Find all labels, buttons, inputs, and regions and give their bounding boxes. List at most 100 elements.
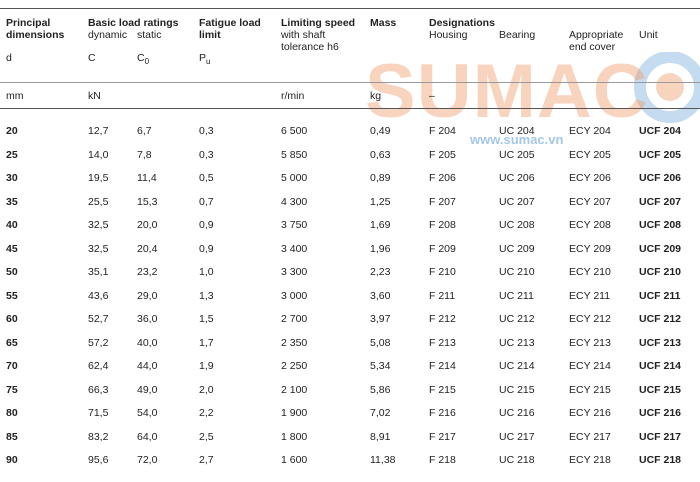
cell-end-cover: ECY 214: [569, 360, 611, 372]
cell-static-c0: 15,3: [137, 195, 158, 208]
cell-fatigue-pu: 1,7: [199, 336, 214, 349]
cell-unit: UCF 213: [639, 336, 682, 349]
cell-end-cover: ECY 216: [569, 407, 611, 419]
cell-mass: 3,60: [370, 289, 391, 302]
cell-unit: UCF 207: [639, 195, 682, 208]
cell-dynamic-c: 83,2: [88, 430, 109, 443]
cell-fatigue-pu: 0,9: [199, 242, 214, 255]
unit-kn: kN: [88, 90, 101, 102]
cell-unit: UCF 214: [639, 360, 682, 372]
cell-unit: UCF 206: [639, 172, 682, 184]
cell-unit: UCF 215: [639, 383, 682, 396]
cell-fatigue-pu: 1,9: [199, 360, 214, 372]
header-fatigue-line2: limit: [199, 29, 221, 41]
cell-bearing: UC 217: [499, 430, 535, 443]
header-limiting-speed: Limiting speed: [281, 17, 356, 29]
header-mass: Mass: [370, 17, 397, 29]
pu-base: P: [199, 52, 207, 64]
cell-fatigue-pu: 1,3: [199, 289, 214, 302]
cell-static-c0: 72,0: [137, 454, 158, 466]
cell-bearing: UC 211: [499, 289, 534, 302]
cell-limiting-speed: 3 750: [281, 219, 308, 231]
cell-housing: F 218: [429, 454, 456, 466]
cell-limiting-speed: 5 850: [281, 148, 308, 161]
cell-d: 60: [6, 313, 18, 325]
cell-limiting-speed: 5 000: [281, 172, 308, 184]
cell-end-cover: ECY 213: [569, 336, 611, 349]
cell-housing: F 209: [429, 242, 456, 255]
cell-housing: F 205: [429, 148, 456, 161]
cell-d: 20: [6, 125, 18, 137]
unit-kg: kg: [370, 90, 382, 102]
unit-dash: –: [429, 90, 435, 102]
cell-mass: 8,91: [370, 430, 391, 443]
cell-fatigue-pu: 2,2: [199, 407, 214, 419]
cell-bearing: UC 216: [499, 407, 535, 419]
header-load-ratings: Basic load ratings: [88, 17, 179, 29]
cell-mass: 1,25: [370, 195, 391, 208]
cell-end-cover: ECY 208: [569, 219, 611, 231]
cell-dynamic-c: 43,6: [88, 289, 109, 302]
cell-mass: 5,08: [370, 336, 391, 349]
cell-mass: 7,02: [370, 407, 391, 419]
cell-housing: F 216: [429, 407, 456, 419]
cell-fatigue-pu: 0,9: [199, 219, 214, 231]
watermark-brand: SUMAC: [365, 49, 649, 134]
cell-end-cover: ECY 210: [569, 266, 611, 278]
cell-end-cover: ECY 206: [569, 172, 611, 184]
cell-end-cover: ECY 211: [569, 289, 611, 302]
cell-unit: UCF 212: [639, 313, 682, 325]
header-cover-line2: end cover: [569, 41, 616, 53]
cell-static-c0: 6,7: [137, 125, 152, 137]
cell-dynamic-c: 95,6: [88, 454, 109, 466]
cell-limiting-speed: 2 100: [281, 383, 308, 396]
table-row: 40 32,5 20,0 0,9 3 750 1,69 F 208 UC 208 ECY 208…: [0, 219, 700, 242]
cell-d: 40: [6, 219, 18, 231]
cell-d: 75: [6, 383, 18, 396]
cell-limiting-speed: 1 900: [281, 407, 308, 419]
cell-static-c0: 29,0: [137, 289, 158, 302]
cell-fatigue-pu: 1,5: [199, 313, 214, 325]
cell-housing: F 207: [429, 195, 456, 208]
cell-limiting-speed: 6 500: [281, 125, 308, 137]
cell-limiting-speed: 4 300: [281, 195, 308, 208]
cell-fatigue-pu: 2,0: [199, 383, 214, 396]
table-row: 50 35,1 23,2 1,0 3 300 2,23 F 210 UC 210 ECY 210…: [0, 266, 700, 289]
cell-housing: F 208: [429, 219, 456, 231]
cell-unit: UCF 218: [639, 454, 682, 466]
table-row: 60 52,7 36,0 1,5 2 700 3,97 F 212 UC 212 ECY 212…: [0, 313, 700, 336]
cell-dynamic-c: 66,3: [88, 383, 109, 396]
cell-dynamic-c: 25,5: [88, 195, 109, 208]
table-row: 35 25,5 15,3 0,7 4 300 1,25 F 207 UC 207 ECY 207…: [0, 196, 700, 219]
cell-mass: 0,49: [370, 125, 391, 137]
cell-unit: UCF 205: [639, 148, 682, 161]
table-row: 70 62,4 44,0 1,9 2 250 5,34 F 214 UC 214 ECY 214…: [0, 360, 700, 383]
cell-unit: UCF 210: [639, 266, 682, 278]
cell-mass: 5,86: [370, 383, 391, 396]
header-limiting-sub2: tolerance h6: [281, 41, 339, 53]
cell-end-cover: ECY 218: [569, 454, 611, 466]
cell-bearing: UC 213: [499, 336, 535, 349]
cell-mass: 5,34: [370, 360, 391, 372]
cell-end-cover: ECY 205: [569, 148, 611, 161]
cell-d: 55: [6, 289, 18, 302]
cell-d: 50: [6, 266, 18, 278]
table-row: 80 71,5 54,0 2,2 1 900 7,02 F 216 UC 216 ECY 216…: [0, 407, 700, 430]
cell-fatigue-pu: 0,3: [199, 148, 214, 161]
header-housing: Housing: [429, 29, 468, 41]
header-symbol-c: C: [88, 52, 96, 64]
cell-static-c0: 49,0: [137, 383, 158, 396]
header-symbol-c0: C0: [137, 52, 149, 68]
cell-housing: F 214: [429, 360, 456, 372]
table-row: 90 95,6 72,0 2,7 1 600 11,38 F 218 UC 218 ECY 21…: [0, 454, 700, 477]
cell-housing: F 211: [429, 289, 456, 302]
cell-limiting-speed: 3 000: [281, 289, 308, 302]
cell-fatigue-pu: 1,0: [199, 266, 214, 278]
table-row: 45 32,5 20,4 0,9 3 400 1,96 F 209 UC 209 ECY 209…: [0, 243, 700, 266]
cell-bearing: UC 206: [499, 172, 535, 184]
cell-bearing: UC 207: [499, 195, 535, 208]
cell-dynamic-c: 32,5: [88, 242, 109, 255]
header-fatigue-line1: Fatigue load: [199, 17, 261, 29]
unit-rpm: r/min: [281, 90, 305, 102]
cell-bearing: UC 215: [499, 383, 535, 396]
